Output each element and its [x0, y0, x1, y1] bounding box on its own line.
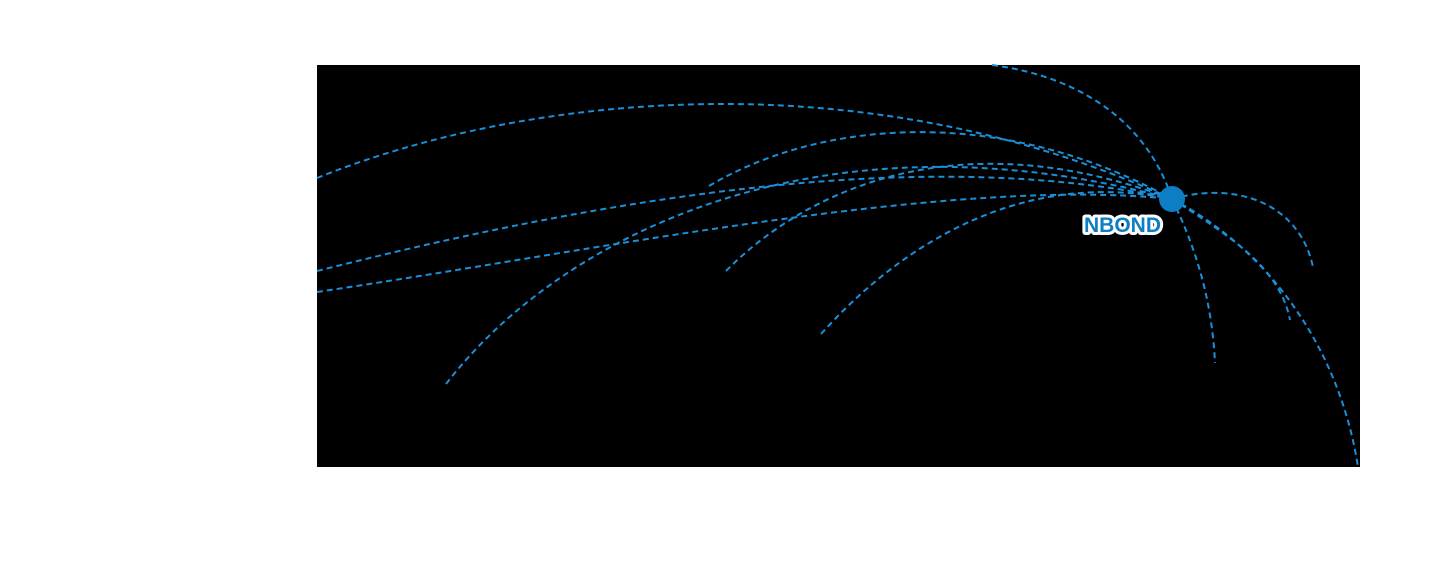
route-arc — [316, 175, 1173, 272]
hub-node-marker[interactable] — [1159, 186, 1185, 212]
hub-layer[interactable]: NBOND — [1081, 186, 1185, 240]
route-arc-layer — [316, 64, 1359, 468]
route-arc — [1171, 198, 1216, 364]
route-arc — [445, 165, 1173, 385]
route-arc — [1171, 191, 1314, 268]
map-panel-background — [317, 65, 1360, 467]
route-arc — [708, 131, 1173, 200]
route-arc — [316, 193, 1173, 293]
hub-node-label: NBOND — [1084, 214, 1161, 237]
route-arc — [725, 162, 1173, 272]
route-arc — [316, 102, 1173, 200]
route-arc — [820, 191, 1173, 335]
route-arc — [1171, 198, 1359, 468]
route-arc — [991, 64, 1173, 200]
